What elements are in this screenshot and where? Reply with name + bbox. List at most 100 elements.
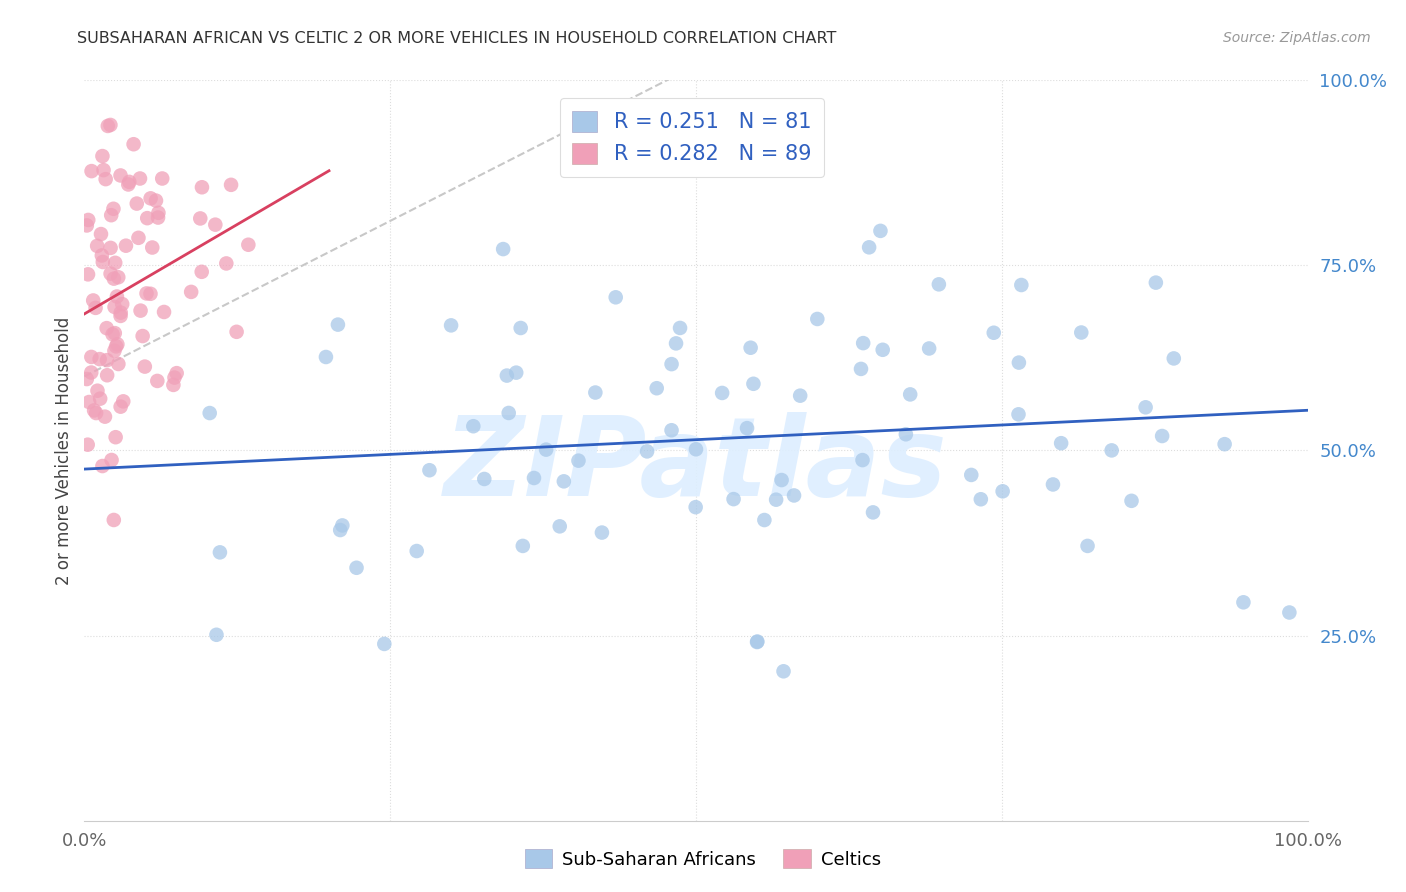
Point [103,343,125,358]
Point [135,286,157,301]
Point [735,421,758,435]
Point [723,492,745,507]
Point [661,357,683,371]
Point [103,202,125,216]
Point [76,438,98,452]
Point [225,325,247,339]
Point [745,635,768,649]
Point [103,513,125,527]
Point [86,239,108,253]
Legend: Sub-Saharan Africans, Celtics: Sub-Saharan Africans, Celtics [517,842,889,876]
Point [110,400,132,414]
Point [89,352,111,367]
Point [1070,326,1092,340]
Point [711,386,734,401]
Point [238,237,260,252]
Point [188,211,211,226]
Point [76,59,98,73]
Point [1152,429,1174,443]
Point [208,545,231,559]
Point [166,366,188,380]
Point [163,370,186,384]
Point [1077,539,1099,553]
Point [315,350,337,364]
Point [872,343,894,357]
Point [122,137,145,152]
Point [928,277,950,292]
Point [851,453,873,467]
Point [505,366,527,380]
Point [101,327,124,342]
Point [180,285,202,299]
Point [418,463,440,477]
Point [105,289,128,303]
Point [105,339,128,353]
Point [139,191,162,205]
Point [645,381,668,395]
Point [129,303,152,318]
Point [685,442,707,457]
Point [1007,407,1029,421]
Point [373,637,395,651]
Point [789,389,811,403]
Point [145,194,167,208]
Point [553,475,575,489]
Y-axis label: 2 or more Vehicles in Household: 2 or more Vehicles in Household [55,317,73,584]
Point [91,255,114,269]
Point [219,178,242,192]
Point [136,211,159,226]
Point [346,561,368,575]
Point [1213,437,1236,451]
Point [498,406,520,420]
Point [523,471,546,485]
Point [636,444,658,458]
Point [89,392,111,406]
Legend: R = 0.251   N = 81, R = 0.282   N = 89: R = 0.251 N = 81, R = 0.282 N = 89 [560,98,824,177]
Point [326,318,349,332]
Point [742,376,765,391]
Point [115,238,138,252]
Point [215,256,238,270]
Point [747,634,769,648]
Point [770,473,793,487]
Text: SUBSAHARAN AFRICAN VS CELTIC 2 OR MORE VEHICLES IN HOUSEHOLD CORRELATION CHART: SUBSAHARAN AFRICAN VS CELTIC 2 OR MORE V… [77,31,837,46]
Point [96,353,118,368]
Point [127,231,149,245]
Point [100,267,122,281]
Point [77,213,100,227]
Point [512,539,534,553]
Point [112,394,135,409]
Point [583,385,606,400]
Point [80,350,103,364]
Point [191,180,214,194]
Point [77,268,100,282]
Point [162,378,184,392]
Point [852,336,875,351]
Point [91,149,114,163]
Point [100,208,122,222]
Point [534,442,557,457]
Point [110,169,132,183]
Point [1121,493,1143,508]
Point [80,164,103,178]
Point [858,240,880,254]
Point [100,118,122,132]
Point [685,500,707,515]
Point [76,219,98,233]
Point [665,336,688,351]
Point [463,419,485,434]
Point [772,665,794,679]
Point [591,525,613,540]
Point [91,458,114,473]
Point [918,342,941,356]
Point [492,242,515,256]
Point [983,326,1005,340]
Point [605,290,627,304]
Point [104,326,127,340]
Text: Source: ZipAtlas.com: Source: ZipAtlas.com [1223,31,1371,45]
Point [83,403,105,417]
Point [100,453,122,467]
Point [103,300,125,314]
Point [849,362,872,376]
Point [329,523,352,537]
